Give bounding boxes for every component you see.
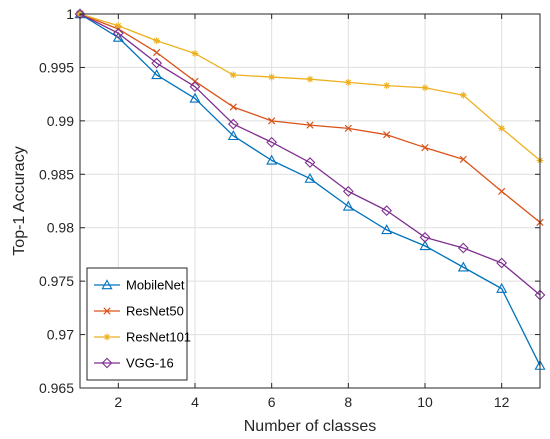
data-point-vgg-16 bbox=[419, 231, 431, 243]
data-point-resnet101 bbox=[153, 37, 161, 45]
y-tick-label: 0.99 bbox=[47, 113, 74, 129]
data-point-mobilenet bbox=[266, 154, 278, 165]
data-point-vgg-16 bbox=[342, 186, 354, 197]
data-point-resnet101 bbox=[229, 71, 237, 79]
data-point-mobilenet bbox=[189, 92, 201, 103]
data-point-resnet101 bbox=[344, 78, 352, 86]
y-tick-label: 0.97 bbox=[47, 327, 74, 343]
x-tick-label: 10 bbox=[417, 394, 433, 410]
data-point-resnet50 bbox=[153, 48, 161, 57]
plot-frame bbox=[79, 13, 541, 389]
data-point-mobilenet bbox=[457, 261, 469, 272]
data-point-resnet101 bbox=[498, 124, 506, 132]
data-point-vgg-16 bbox=[496, 257, 508, 269]
legend-item-resnet101: ResNet101 bbox=[94, 330, 191, 345]
data-point-resnet101 bbox=[191, 50, 199, 57]
tick-labels: 2 4 6 8 10 12 0.965 0.97 0.975 0.98 0.985 0.99 0.995… bbox=[39, 6, 510, 410]
x-axis-title: Number of classes bbox=[244, 418, 377, 435]
x-tick-label: 4 bbox=[191, 394, 199, 410]
data-point-resnet101 bbox=[306, 75, 314, 83]
data-point-resnet50 bbox=[229, 103, 237, 111]
legend-item-resnet50: ResNet50 bbox=[94, 304, 184, 319]
legend-label: ResNet101 bbox=[126, 330, 191, 345]
x-tick-label: 6 bbox=[268, 394, 276, 410]
legend-label: ResNet50 bbox=[126, 304, 184, 319]
series-line-mobilenet bbox=[79, 13, 541, 366]
data-point-mobilenet bbox=[151, 69, 163, 80]
x-tick-label: 8 bbox=[344, 394, 352, 410]
data-point-vgg-16 bbox=[266, 136, 278, 148]
data-point-legend-resnet50 bbox=[103, 307, 111, 315]
data-point-resnet50 bbox=[383, 131, 391, 139]
tick-marks bbox=[80, 13, 540, 389]
data-point-resnet50 bbox=[459, 155, 467, 163]
data-point-vgg-16 bbox=[304, 157, 316, 168]
data-point-resnet50 bbox=[268, 117, 276, 125]
y-axis-title: Top-1 Accuracy bbox=[11, 146, 28, 255]
data-point-legend-mobilenet bbox=[101, 279, 113, 290]
data-point-resnet50 bbox=[306, 121, 314, 129]
y-tick-label: 0.995 bbox=[39, 59, 74, 75]
series-layer bbox=[74, 8, 546, 370]
data-point-mobilenet bbox=[227, 130, 239, 141]
data-point-mobilenet bbox=[304, 172, 316, 183]
y-tick-label: 1 bbox=[66, 6, 74, 22]
data-point-mobilenet bbox=[381, 224, 393, 235]
legend-item-vgg-16: VGG-16 bbox=[94, 356, 174, 371]
x-tick-label: 12 bbox=[494, 394, 510, 410]
series-vgg-16 bbox=[74, 8, 546, 301]
data-point-resnet101 bbox=[421, 84, 429, 92]
data-point-mobilenet bbox=[342, 200, 354, 211]
data-point-mobilenet bbox=[112, 31, 124, 42]
legend-label: VGG-16 bbox=[126, 356, 174, 371]
data-point-resnet101 bbox=[383, 82, 391, 89]
data-point-vgg-16 bbox=[151, 57, 163, 69]
data-point-resnet50 bbox=[498, 187, 506, 196]
y-tick-label: 0.985 bbox=[39, 166, 74, 182]
data-point-legend-vgg-16 bbox=[101, 357, 113, 369]
data-point-vgg-16 bbox=[381, 205, 393, 216]
data-point-legend-resnet101 bbox=[103, 333, 111, 341]
y-tick-label: 0.98 bbox=[47, 220, 74, 236]
data-point-mobilenet bbox=[496, 282, 508, 293]
x-tick-label: 2 bbox=[114, 394, 122, 410]
y-tick-label: 0.975 bbox=[39, 273, 74, 289]
data-point-resnet50 bbox=[421, 143, 429, 152]
data-point-resnet101 bbox=[459, 91, 467, 99]
data-point-resnet101 bbox=[268, 73, 276, 81]
y-tick-label: 0.965 bbox=[39, 380, 74, 396]
data-point-vgg-16 bbox=[189, 81, 201, 93]
data-point-mobilenet bbox=[419, 240, 431, 251]
series-line-vgg-16 bbox=[79, 13, 541, 296]
data-point-vgg-16 bbox=[227, 118, 239, 130]
data-point-resnet50 bbox=[344, 124, 352, 132]
data-point-vgg-16 bbox=[457, 242, 469, 254]
data-point-resnet101 bbox=[114, 22, 122, 30]
legend-item-mobilenet: MobileNet bbox=[94, 278, 185, 293]
data-point-vgg-16 bbox=[112, 27, 124, 39]
legend-label: MobileNet bbox=[126, 278, 185, 293]
legend: MobileNet ResNet50 ResNet101 VGG-16 bbox=[86, 267, 191, 381]
